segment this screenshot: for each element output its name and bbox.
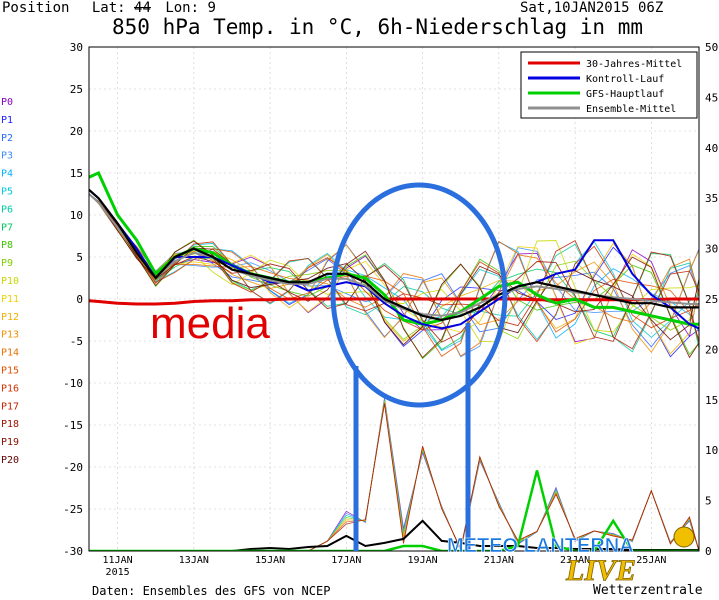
member-label: P14: [1, 348, 19, 359]
member-line-15: [89, 193, 699, 358]
left-tick-label: 0: [76, 293, 83, 306]
right-tick-label: 25: [705, 293, 718, 306]
left-tick-label: -10: [63, 377, 83, 390]
credit-footer: Wetterzentrale: [593, 583, 703, 598]
member-label: P4: [1, 169, 13, 180]
plot-frame: [88, 46, 700, 552]
legend-label: 30-Jahres-Mittel: [586, 59, 682, 70]
member-label: P8: [1, 240, 13, 251]
right-tick-label: 50: [705, 41, 718, 54]
member-line-7: [89, 193, 699, 351]
right-tick-label: 35: [705, 192, 718, 205]
logo-text: METEO LANTERNA: [447, 535, 634, 557]
left-tick-label: 10: [70, 209, 83, 222]
member-label: P10: [1, 276, 19, 287]
x-tick-label: 19JAN: [408, 555, 438, 566]
x-tick-label: 15JAN: [255, 555, 285, 566]
series-layer: [89, 171, 699, 551]
member-label: P7: [1, 222, 13, 233]
member-label: P2: [1, 133, 13, 144]
legend-label: GFS-Hauptlauf: [586, 89, 664, 100]
member-label: P1: [1, 115, 13, 126]
right-tick-label: 10: [705, 444, 718, 457]
member-label: P18: [1, 419, 19, 430]
media-label: media: [150, 299, 270, 348]
date-label: Sat,10JAN2015 06Z: [520, 0, 664, 16]
right-tick-label: 40: [705, 142, 718, 155]
lantern-icon: [673, 526, 695, 548]
member-label: P16: [1, 383, 19, 394]
x-tick-label: 21JAN: [484, 555, 514, 566]
right-tick-label: 30: [705, 243, 718, 256]
x-tick-label: 11JAN: [103, 555, 133, 566]
x-year-label: 2015: [106, 567, 130, 578]
left-tick-label: 30: [70, 41, 83, 54]
precip-mean-line: [89, 519, 699, 551]
source-footer: Daten: Ensembles des GFS von NCEP: [92, 584, 331, 598]
x-axis: 11JAN 13JAN 15JAN 17JAN 19JAN 21JAN 23JAN 25JAN…: [103, 555, 667, 578]
lon-value: 9: [207, 0, 216, 16]
legend-label: Ensemble-Mittel: [586, 104, 676, 115]
right-tick-label: 45: [705, 91, 718, 104]
highlight-ellipse: [330, 182, 508, 408]
member-label: P13: [1, 330, 19, 341]
precip-member-18: [89, 403, 699, 551]
member-label: P9: [1, 258, 13, 269]
header-line: Position Lat: 44 Lon: 9: [2, 0, 216, 16]
member-label: P6: [1, 204, 13, 215]
series-30-jahres-mittel: [89, 297, 699, 306]
left-tick-label: -5: [70, 335, 83, 348]
member-line-14: [89, 193, 699, 357]
legend-label: Kontroll-Lauf: [586, 74, 664, 85]
left-tick-label: -20: [63, 461, 83, 474]
x-tick-label: 23JAN: [560, 555, 590, 566]
member-label: P11: [1, 294, 19, 305]
member-label: P19: [1, 437, 19, 448]
lon-label: Lon:: [165, 0, 200, 16]
member-label: P0: [1, 97, 13, 108]
member-line-11: [89, 193, 699, 345]
lat-label: Lat:: [91, 0, 126, 16]
left-tick-label: 20: [70, 125, 83, 138]
left-tick-label: 25: [70, 83, 83, 96]
member-labels: P0 P1 P2 P3 P4 P5 P6 P7 P8 P9 P10 P11 P12 P13 P14 P15 P1…: [1, 97, 19, 466]
member-line-18: [89, 193, 699, 344]
chart-title: 850 hPa Temp. in °C, 6h-Niederschlag in …: [112, 15, 644, 39]
legend: 30-Jahres-Mittel Kontroll-Lauf GFS-Hauptla…: [520, 51, 698, 119]
right-tick-label: 15: [705, 394, 718, 407]
member-label: P3: [1, 151, 13, 162]
right-tick-label: 20: [705, 343, 718, 356]
lat-value: 44: [134, 0, 151, 16]
member-label: P20: [1, 455, 19, 466]
member-line-20: [89, 193, 699, 346]
left-tick-label: 15: [70, 167, 83, 180]
x-tick-label: 13JAN: [179, 555, 209, 566]
series-ensemble-mittel-schwarz-: [89, 188, 699, 322]
x-tick-label: 25JAN: [636, 555, 666, 566]
right-tick-label: 5: [705, 495, 712, 508]
left-axis: 30 25 20 15 10 5 0 -5 -10 -15 -20 -25 -30: [63, 41, 83, 558]
precip-gfs-line: [89, 470, 699, 551]
left-tick-label: -25: [63, 503, 83, 516]
member-label: P5: [1, 187, 13, 198]
right-tick-label: 0: [705, 545, 712, 558]
member-label: P17: [1, 401, 19, 412]
member-label: P12: [1, 312, 19, 323]
x-tick-label: 17JAN: [331, 555, 361, 566]
left-tick-label: 5: [76, 251, 83, 264]
left-tick-label: -30: [63, 545, 83, 558]
member-label: P15: [1, 366, 19, 377]
position-label: Position: [2, 0, 70, 16]
left-tick-label: -15: [63, 419, 83, 432]
logo-script: LIVE: [565, 554, 636, 587]
